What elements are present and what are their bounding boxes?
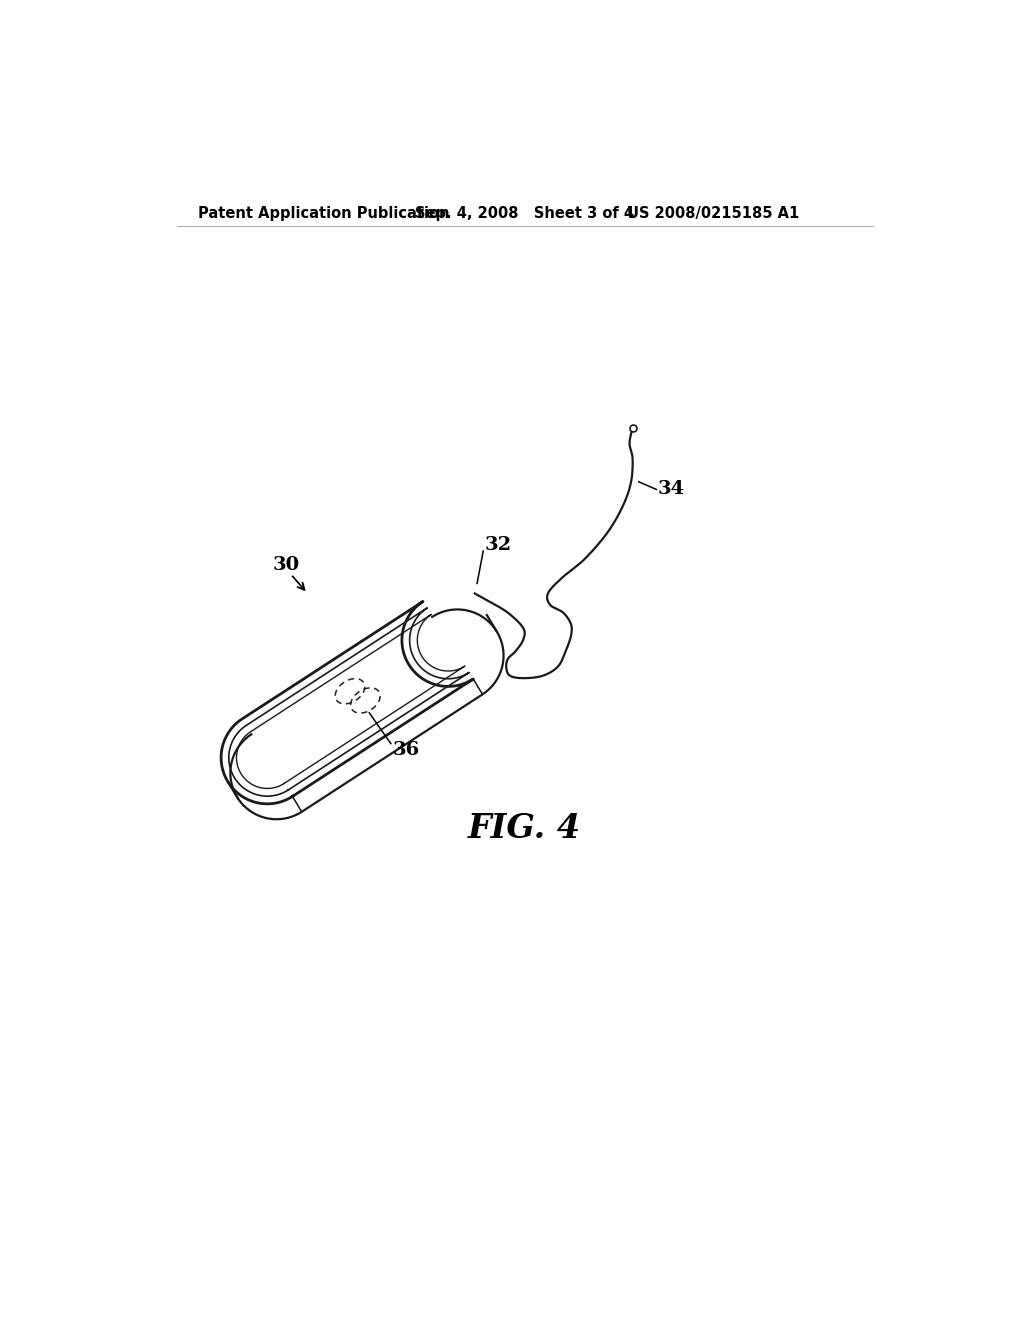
Text: US 2008/0215185 A1: US 2008/0215185 A1: [628, 206, 800, 222]
Text: FIG. 4: FIG. 4: [468, 812, 582, 845]
Text: 32: 32: [484, 536, 512, 554]
Text: Sep. 4, 2008   Sheet 3 of 4: Sep. 4, 2008 Sheet 3 of 4: [416, 206, 635, 222]
Text: 34: 34: [658, 480, 685, 499]
Text: Patent Application Publication: Patent Application Publication: [199, 206, 450, 222]
Text: 36: 36: [392, 741, 420, 759]
Text: 30: 30: [273, 556, 300, 574]
